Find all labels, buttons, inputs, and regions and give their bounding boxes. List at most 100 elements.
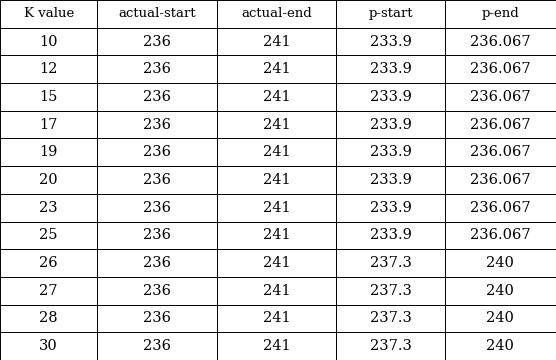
Text: 23: 23 <box>39 201 58 215</box>
Text: 241: 241 <box>263 311 290 325</box>
Text: 236.067: 236.067 <box>470 62 531 76</box>
Bar <box>336 332 445 360</box>
Text: 27: 27 <box>39 284 58 298</box>
Bar <box>217 28 336 55</box>
Bar <box>217 305 336 332</box>
Bar <box>336 28 445 55</box>
Bar <box>97 55 217 83</box>
Bar <box>217 332 336 360</box>
Text: 25: 25 <box>39 228 58 242</box>
Bar <box>0 55 97 83</box>
Text: 241: 241 <box>263 145 290 159</box>
Bar <box>97 249 217 277</box>
Bar <box>97 166 217 194</box>
Bar <box>97 0 217 28</box>
Text: 241: 241 <box>263 339 290 353</box>
Bar <box>336 221 445 249</box>
Text: 28: 28 <box>39 311 58 325</box>
Text: 26: 26 <box>39 256 58 270</box>
Text: 241: 241 <box>263 173 290 187</box>
Bar <box>0 332 97 360</box>
Text: 233.9: 233.9 <box>370 90 411 104</box>
Text: 236: 236 <box>143 311 171 325</box>
Bar <box>0 28 97 55</box>
Text: 240: 240 <box>486 284 514 298</box>
Text: 236.067: 236.067 <box>470 228 531 242</box>
Text: 233.9: 233.9 <box>370 173 411 187</box>
Bar <box>217 221 336 249</box>
Text: 237.3: 237.3 <box>370 256 411 270</box>
Text: 240: 240 <box>486 311 514 325</box>
Bar <box>445 194 556 221</box>
Text: 236: 236 <box>143 228 171 242</box>
Text: 240: 240 <box>486 256 514 270</box>
Bar <box>336 83 445 111</box>
Text: 240: 240 <box>486 339 514 353</box>
Bar <box>0 111 97 139</box>
Bar <box>217 0 336 28</box>
Text: 233.9: 233.9 <box>370 145 411 159</box>
Text: 233.9: 233.9 <box>370 228 411 242</box>
Bar <box>217 83 336 111</box>
Text: 236: 236 <box>143 90 171 104</box>
Text: actual-end: actual-end <box>241 7 312 21</box>
Bar <box>97 28 217 55</box>
Bar <box>336 277 445 305</box>
Bar <box>217 55 336 83</box>
Bar <box>445 305 556 332</box>
Bar <box>97 139 217 166</box>
Bar <box>97 305 217 332</box>
Bar <box>445 249 556 277</box>
Bar <box>445 111 556 139</box>
Bar <box>97 111 217 139</box>
Text: 236: 236 <box>143 173 171 187</box>
Text: 236.067: 236.067 <box>470 90 531 104</box>
Bar <box>217 139 336 166</box>
Text: 236: 236 <box>143 35 171 49</box>
Bar <box>97 83 217 111</box>
Bar <box>445 28 556 55</box>
Bar <box>217 166 336 194</box>
Bar <box>336 249 445 277</box>
Text: 233.9: 233.9 <box>370 201 411 215</box>
Text: 236.067: 236.067 <box>470 173 531 187</box>
Bar <box>336 194 445 221</box>
Text: 237.3: 237.3 <box>370 339 411 353</box>
Text: 241: 241 <box>263 35 290 49</box>
Text: 233.9: 233.9 <box>370 35 411 49</box>
Bar <box>445 332 556 360</box>
Text: p-end: p-end <box>481 7 519 21</box>
Text: 236: 236 <box>143 284 171 298</box>
Text: 17: 17 <box>39 118 58 132</box>
Text: 30: 30 <box>39 339 58 353</box>
Text: 236: 236 <box>143 201 171 215</box>
Text: 233.9: 233.9 <box>370 62 411 76</box>
Bar <box>445 277 556 305</box>
Text: 10: 10 <box>39 35 58 49</box>
Bar <box>0 249 97 277</box>
Text: 236.067: 236.067 <box>470 118 531 132</box>
Text: 236.067: 236.067 <box>470 35 531 49</box>
Bar <box>445 83 556 111</box>
Text: actual-start: actual-start <box>118 7 196 21</box>
Text: 241: 241 <box>263 284 290 298</box>
Text: 241: 241 <box>263 90 290 104</box>
Bar <box>445 139 556 166</box>
Bar <box>97 332 217 360</box>
Bar <box>217 249 336 277</box>
Bar <box>0 194 97 221</box>
Bar <box>0 139 97 166</box>
Bar <box>336 166 445 194</box>
Text: 236.067: 236.067 <box>470 201 531 215</box>
Text: p-start: p-start <box>368 7 413 21</box>
Bar <box>336 305 445 332</box>
Text: 237.3: 237.3 <box>370 311 411 325</box>
Bar <box>445 0 556 28</box>
Text: 236: 236 <box>143 256 171 270</box>
Text: 236: 236 <box>143 118 171 132</box>
Text: 236: 236 <box>143 339 171 353</box>
Text: 233.9: 233.9 <box>370 118 411 132</box>
Text: 20: 20 <box>39 173 58 187</box>
Text: 241: 241 <box>263 118 290 132</box>
Bar <box>0 166 97 194</box>
